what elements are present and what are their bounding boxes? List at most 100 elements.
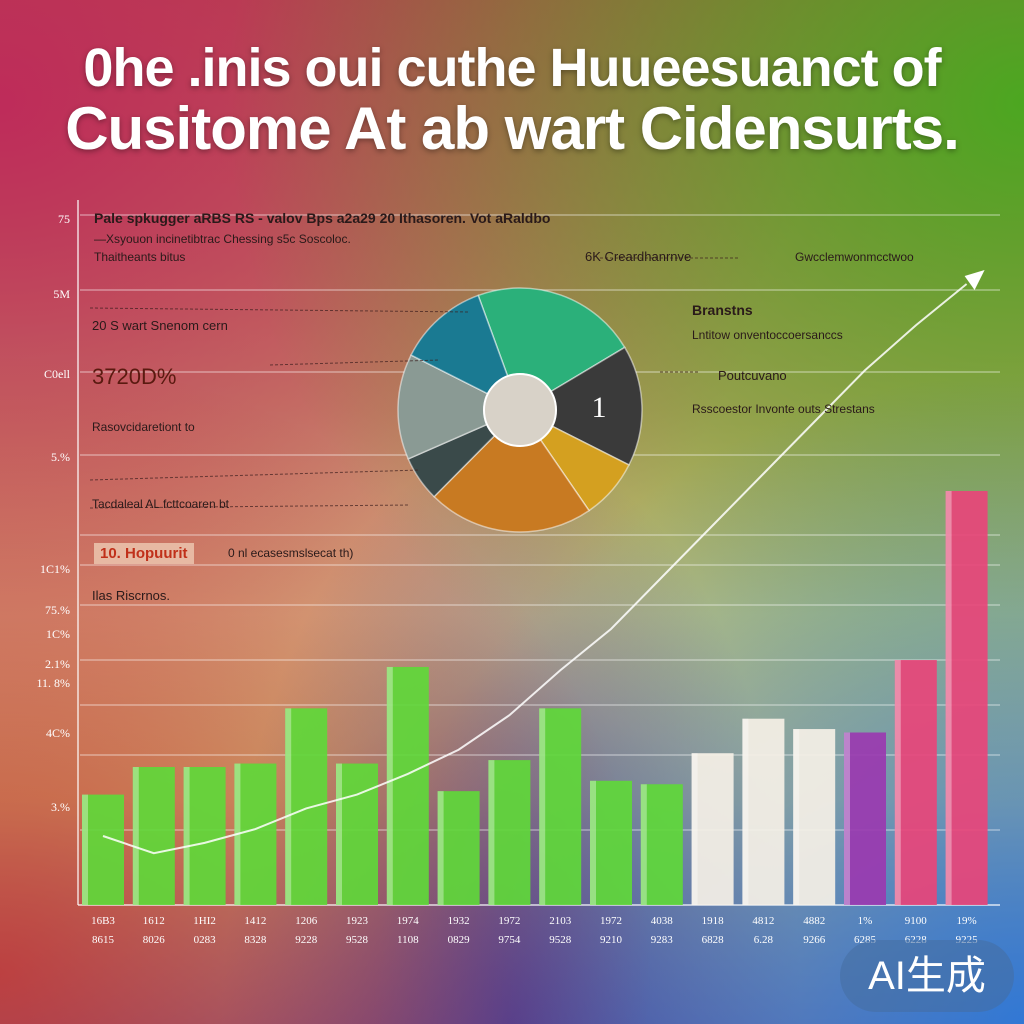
annotation-right-5: Poutcuvano [718, 368, 787, 383]
x-tick-secondary: 8026 [142, 933, 165, 946]
x-tick-primary: 9100 [904, 915, 927, 927]
bar-series [82, 491, 988, 905]
bar-highlight [386, 666, 393, 905]
pie-slice-label: 1 [591, 391, 606, 424]
bar [793, 729, 836, 905]
bar [945, 491, 988, 905]
ai-generated-badge: AI生成 [840, 940, 1014, 1012]
bar [844, 732, 886, 905]
title-line-1: 0he .inis oui cuthe Huueesuanct of [83, 38, 941, 98]
x-tick-label: 1612 8026 [134, 912, 174, 949]
bar [894, 660, 937, 905]
bar-highlight [488, 760, 495, 905]
annotation-top-left-1: Pale spkugger aRBS RS - valov Bps a2a29 … [94, 210, 551, 226]
bar-highlight [793, 729, 800, 905]
bar-highlight [894, 660, 901, 905]
x-tick-primary: 1HI2 [193, 915, 216, 927]
annotation-tag: 10. Hopuurit [94, 543, 194, 564]
bar-highlight [336, 763, 342, 905]
bar-highlight [183, 767, 190, 905]
y-tick-label: 1C% [46, 627, 70, 641]
x-tick-label: 1206 9228 [286, 912, 326, 949]
x-tick-primary: 19% [956, 915, 977, 927]
title-line-2: Cusitome At ab wart Cidensurts. [65, 94, 960, 162]
y-tick-label: 4C% [46, 726, 70, 740]
x-tick-label: 2103 9528 [540, 912, 580, 949]
y-tick-label: 75.% [45, 603, 70, 617]
annotation-right-3: Branstns [692, 302, 753, 318]
bar-highlight [640, 784, 647, 905]
annotation-right-6: Rsscoestor Invonte outs Strestans [692, 402, 875, 416]
x-tick-secondary: 0283 [193, 933, 216, 946]
bar [691, 753, 734, 905]
chart-title: 0he .inis oui cuthe Huueesuanct of Cusit… [0, 40, 1024, 160]
bar-highlight [82, 794, 88, 905]
bar-highlight [590, 780, 596, 905]
x-tick-secondary: 6828 [701, 933, 724, 946]
annotation-tag-note: 0 nl ecasesmslsecat th) [228, 546, 354, 560]
bar-highlight [844, 732, 850, 905]
x-tick-primary: 1972 [498, 915, 521, 927]
x-tick-label: 16B3 8615 [83, 912, 123, 949]
annotation-top-left-2: —Xsyouon incinetibtrac Chessing s5c Sosc… [94, 232, 351, 246]
leader-line [89, 504, 411, 509]
bar [285, 708, 328, 905]
x-tick-primary: 4038 [650, 915, 673, 927]
bar-highlight [285, 708, 292, 905]
x-tick-secondary: 9266 [803, 933, 826, 946]
x-tick-label: 1923 9528 [337, 912, 377, 949]
annotation-top-left-3: Thaitheants bitus [94, 250, 186, 264]
x-tick-secondary: 8328 [244, 933, 267, 946]
x-tick-secondary: 9528 [346, 933, 368, 946]
x-tick-label: 1974 1108 [388, 912, 428, 949]
bar [590, 780, 632, 905]
leader-line [89, 469, 421, 481]
x-tick-primary: 1972 [600, 915, 622, 927]
bar-highlight [691, 753, 698, 905]
x-tick-primary: 1% [857, 915, 873, 927]
x-tick-label: 1HI2 0283 [185, 912, 225, 949]
y-tick-label: 3.% [51, 800, 70, 814]
x-tick-label: 1972 9210 [591, 912, 631, 949]
bar [488, 760, 531, 905]
bar [640, 784, 683, 905]
annotation-right-4: Lntitow onventoccoersanccs [692, 328, 843, 342]
x-tick-secondary: 9210 [600, 933, 622, 946]
x-tick-secondary: 9528 [549, 933, 572, 946]
x-tick-primary: 1974 [396, 915, 419, 927]
bar-highlight [945, 491, 952, 905]
y-tick-label: 75 [58, 212, 70, 226]
x-tick-primary: 4812 [752, 915, 775, 927]
bar [82, 794, 124, 905]
x-tick-label: 4812 6.28 [743, 912, 783, 949]
bar [234, 763, 277, 905]
annotation-left-1: 20 S wart Snenom cern [92, 318, 228, 333]
trend-arrowhead [964, 270, 985, 290]
x-tick-label: 1932 0829 [439, 912, 479, 949]
bar-highlight [742, 718, 749, 905]
annotation-left-4: Ilas Riscrnos. [92, 588, 171, 603]
x-tick-secondary: 8615 [92, 933, 114, 946]
y-tick-label: 2.1% [45, 657, 70, 671]
x-tick-label: 1972 9754 [489, 912, 529, 949]
y-tick-label: C0ell [44, 367, 70, 381]
x-tick-label: 4038 9283 [642, 912, 682, 949]
leader-line [89, 307, 471, 313]
annotation-left-3: Tacdaleal AL fcttcoaren bt [92, 497, 229, 511]
x-tick-secondary: 9754 [498, 933, 521, 946]
x-tick-primary: 1932 [447, 915, 470, 927]
trend-line [102, 270, 985, 855]
x-tick-label: 1412 8328 [235, 912, 275, 949]
bar [386, 666, 429, 905]
leader-line [269, 359, 441, 366]
annotation-right-2: Gwcclemwonmcctwoo [795, 250, 914, 264]
bar [183, 767, 226, 905]
x-tick-primary: 1918 [701, 915, 724, 927]
x-tick-secondary: 9228 [295, 933, 318, 946]
y-tick-label: 1C1% [40, 562, 70, 576]
x-tick-primary: 16B3 [91, 915, 115, 927]
bar-highlight [539, 708, 546, 905]
x-tick-secondary: 1108 [397, 933, 419, 946]
bar [132, 767, 175, 905]
bar-highlight [132, 767, 139, 905]
